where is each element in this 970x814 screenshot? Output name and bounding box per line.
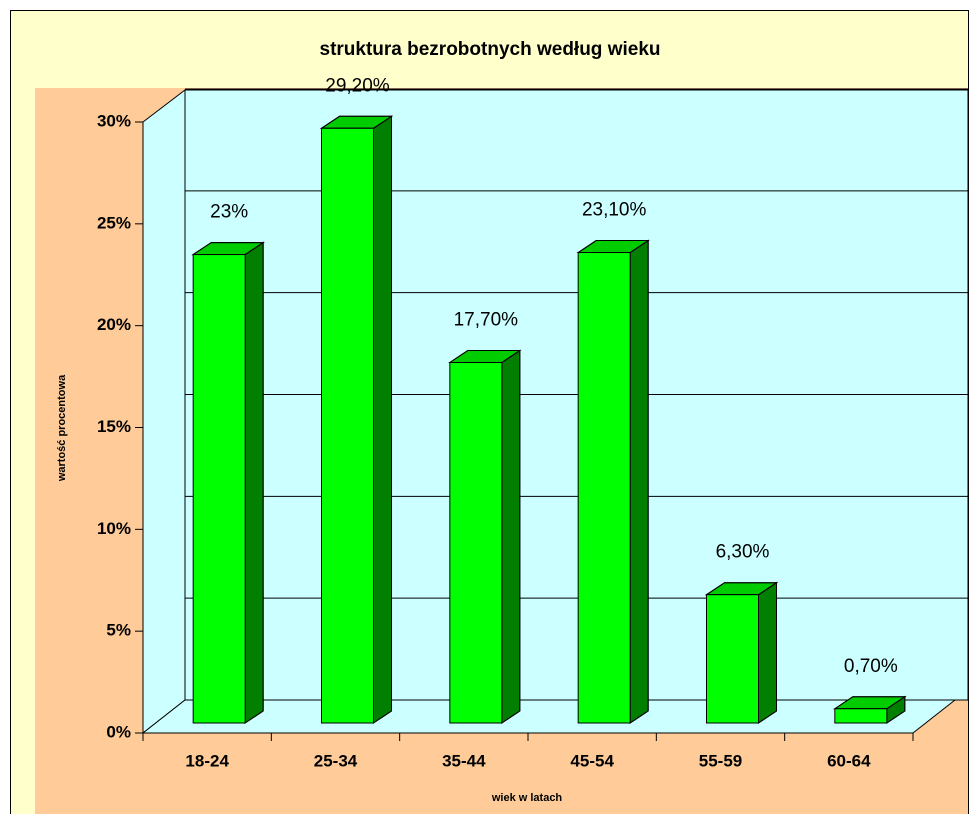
bar: [449, 362, 503, 724]
y-tick-label: 10%: [97, 519, 131, 538]
bar: [577, 252, 631, 724]
bar-side-shade: [244, 241, 264, 724]
y-tick-label: 20%: [97, 315, 131, 334]
side-wall: [142, 88, 186, 735]
bar-side-shade: [501, 349, 521, 724]
y-tick-label: 30%: [97, 111, 131, 130]
chart-title: struktura bezrobotnych według wieku: [320, 39, 661, 60]
x-tick-label: 35-44: [442, 751, 486, 770]
x-tick-label: 18-24: [185, 751, 229, 770]
x-tick-label: 60-64: [827, 751, 871, 770]
value-label: 29,20%: [325, 75, 390, 96]
bar-side-shade: [373, 115, 392, 724]
value-label: 23%: [210, 202, 248, 223]
bar: [834, 708, 888, 724]
x-tick-label: 25-34: [314, 751, 358, 770]
bar-side-shade: [629, 239, 649, 724]
value-label: 23,10%: [582, 200, 647, 221]
floor: [141, 699, 957, 734]
x-axis-label: wiek w latach: [491, 792, 563, 804]
y-tick-label: 15%: [97, 417, 131, 436]
y-tick-label: 25%: [97, 213, 131, 232]
value-label: 0,70%: [844, 656, 898, 677]
y-axis-label: wartość procentowa: [56, 374, 68, 482]
bar: [192, 254, 246, 724]
x-tick-label: 45-54: [570, 751, 614, 770]
bar: [321, 127, 374, 724]
x-tick-label: 55-59: [699, 751, 742, 770]
bar: [706, 594, 759, 724]
bar-side-shade: [758, 581, 777, 724]
y-tick-label: 5%: [106, 621, 131, 640]
y-tick-label: 0%: [106, 722, 131, 741]
value-label: 6,30%: [716, 542, 770, 563]
value-label: 17,70%: [454, 310, 519, 331]
